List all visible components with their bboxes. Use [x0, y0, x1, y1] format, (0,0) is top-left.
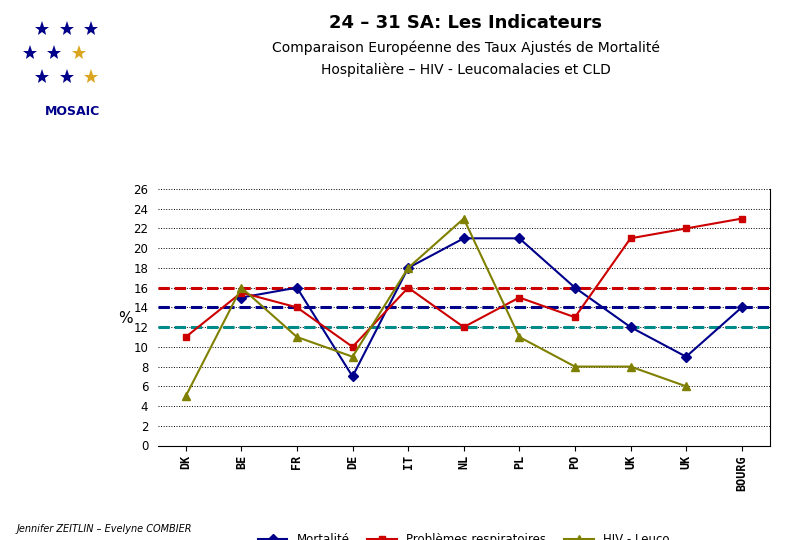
Mortalité — [292, 285, 302, 291]
Mortalité — [737, 304, 747, 310]
Mortalité — [625, 324, 635, 330]
HIV - Leuco — [681, 383, 691, 389]
Problèmes respiratoires — [514, 294, 524, 301]
HIV - Leuco — [181, 393, 190, 400]
Line: HIV - Leuco: HIV - Leuco — [181, 214, 690, 400]
Mortalité — [237, 294, 246, 301]
Problèmes respiratoires — [737, 215, 747, 222]
HIV - Leuco — [237, 285, 246, 291]
HIV - Leuco — [625, 363, 635, 370]
HIV - Leuco — [570, 363, 580, 370]
Problèmes respiratoires — [181, 334, 190, 340]
Mortalité — [681, 354, 691, 360]
Text: MOSAIC: MOSAIC — [45, 105, 100, 118]
Mortalité — [514, 235, 524, 241]
Text: %: % — [118, 311, 133, 326]
Mortalité — [347, 373, 357, 380]
Problèmes respiratoires — [403, 285, 413, 291]
HIV - Leuco — [403, 265, 413, 271]
HIV - Leuco — [347, 354, 357, 360]
Mortalité — [570, 285, 580, 291]
Problèmes respiratoires — [458, 324, 468, 330]
Problèmes respiratoires — [292, 304, 302, 310]
HIV - Leuco — [458, 215, 468, 222]
Problèmes respiratoires — [681, 225, 691, 232]
Text: Hospitalière – HIV - Leucomalacies et CLD: Hospitalière – HIV - Leucomalacies et CL… — [321, 62, 611, 77]
Text: 24 – 31 SA: Les Indicateurs: 24 – 31 SA: Les Indicateurs — [329, 14, 603, 31]
Mortalité — [403, 265, 413, 271]
Mortalité — [458, 235, 468, 241]
HIV - Leuco — [292, 334, 302, 340]
Text: Comparaison Européenne des Taux Ajustés de Mortalité: Comparaison Européenne des Taux Ajustés … — [272, 40, 659, 55]
Problèmes respiratoires — [625, 235, 635, 241]
HIV - Leuco — [514, 334, 524, 340]
Problèmes respiratoires — [237, 289, 246, 296]
Line: Problèmes respiratoires: Problèmes respiratoires — [182, 215, 745, 350]
Problèmes respiratoires — [347, 343, 357, 350]
Line: Mortalité: Mortalité — [238, 235, 745, 380]
Legend: Mortalité, Problèmes respiratoires, HIV - Leuco: Mortalité, Problèmes respiratoires, HIV … — [253, 528, 675, 540]
Text: Jennifer ZEITLIN – Evelyne COMBIER: Jennifer ZEITLIN – Evelyne COMBIER — [16, 523, 192, 534]
Mortalité — [181, 442, 190, 449]
HIV - Leuco — [737, 442, 747, 449]
Problèmes respiratoires — [570, 314, 580, 321]
